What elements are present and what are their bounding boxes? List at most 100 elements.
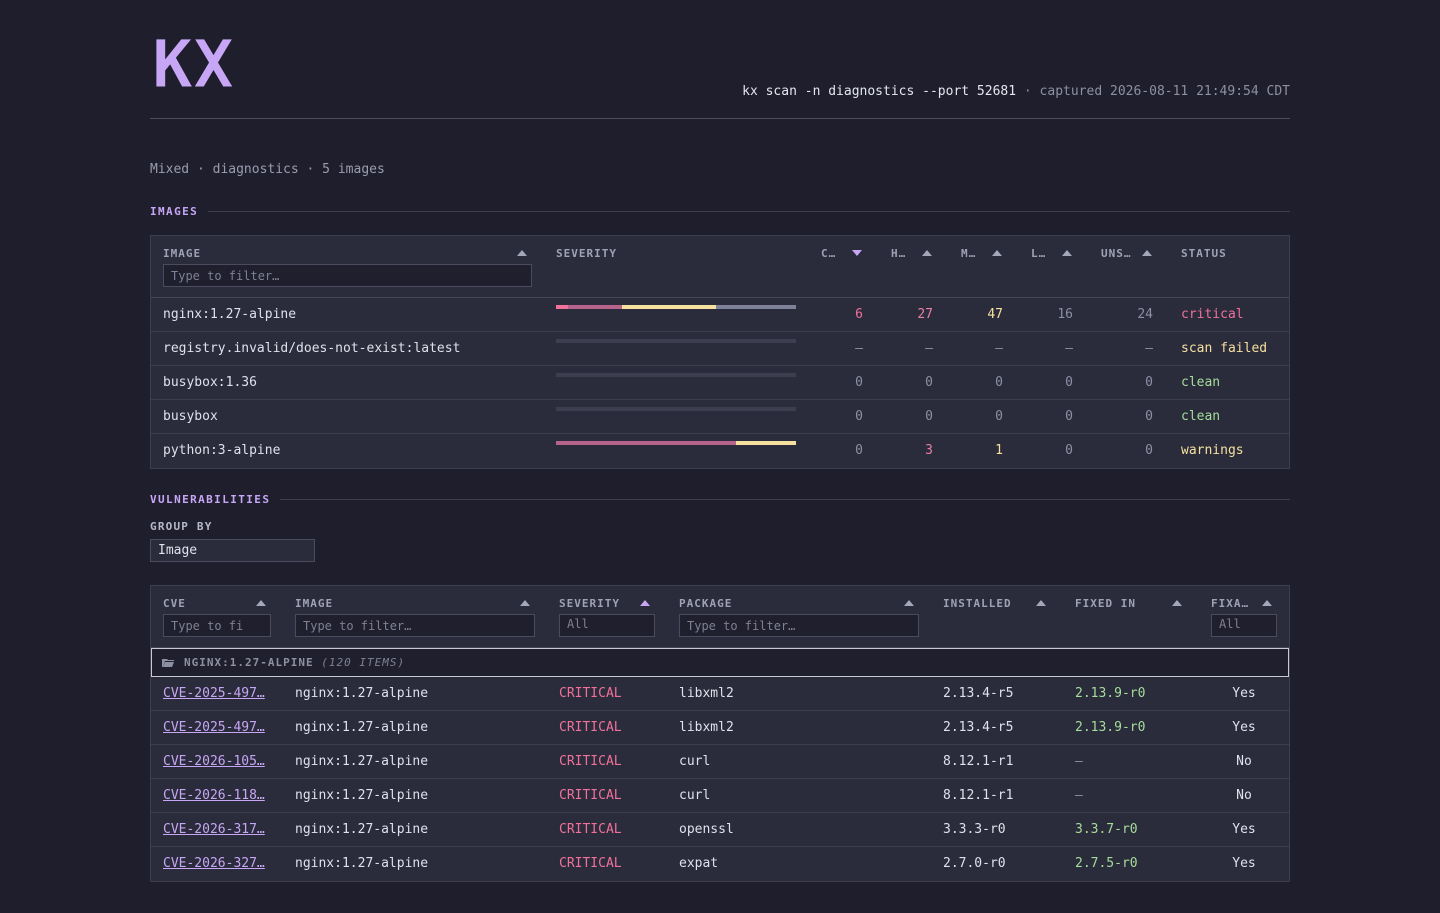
cve-link[interactable]: CVE-2025-497… [163,686,265,701]
col-image-header[interactable]: IMAGE [163,247,202,260]
severity-bar [556,339,796,343]
col-unspecified-header[interactable]: UNS… [1101,247,1132,260]
sort-up-icon[interactable] [256,600,266,606]
group-by-select[interactable]: Image [150,539,315,562]
image-row[interactable]: busybox 0 0 0 0 0 clean [151,400,1289,434]
vuln-severity: CRITICAL [559,856,622,871]
vuln-image: nginx:1.27-alpine [295,720,429,735]
installed-version: 8.12.1-r1 [943,754,1014,769]
images-title-text: IMAGES [150,205,199,218]
count-critical: 0 [855,409,863,424]
image-row[interactable]: nginx:1.27-alpine 6 27 47 16 24 critical [151,298,1289,332]
image-row[interactable]: registry.invalid/does-not-exist:latest – –… [151,332,1289,366]
col-high-header[interactable]: H… [891,247,907,260]
group-header-row[interactable]: NGINX:1.27-ALPINE (120 ITEMS) [151,648,1289,677]
installed-version: 2.13.4-r5 [943,720,1014,735]
sort-up-icon[interactable] [520,600,530,606]
col-fixable-header[interactable]: FIXA… [1211,597,1250,610]
col-package-header[interactable]: PACKAGE [679,597,733,610]
status-label: scan failed [1181,341,1268,356]
severity-bar-segment [622,305,716,309]
sort-up-icon[interactable] [640,600,650,606]
vuln-severity: CRITICAL [559,720,622,735]
sort-up-icon[interactable] [922,250,932,256]
cve-filter-input[interactable] [163,614,271,637]
sort-up-icon[interactable] [992,250,1002,256]
count-low: 0 [1065,409,1073,424]
vuln-package: openssl [679,822,734,837]
package-filter-input[interactable] [679,614,919,637]
image-name: busybox [163,409,218,424]
count-medium: – [995,341,1003,356]
cve-link[interactable]: CVE-2026-105… [163,754,265,769]
col-low-header[interactable]: L… [1031,247,1047,260]
vulnerability-row[interactable]: CVE-2025-497… nginx:1.27-alpine CRITICAL li… [151,711,1289,745]
sort-up-icon[interactable] [1172,600,1182,606]
vulnerability-row[interactable]: CVE-2026-105… nginx:1.27-alpine CRITICAL cu… [151,745,1289,779]
col-fixed-in-header[interactable]: FIXED IN [1075,597,1136,610]
severity-bar [556,407,796,411]
image-filter-input[interactable] [163,264,532,287]
cve-link[interactable]: CVE-2026-118… [163,788,265,803]
severity-bar [556,373,796,377]
col-critical-header[interactable]: C… [821,247,837,260]
sort-up-icon[interactable] [1062,250,1072,256]
col-cve-header[interactable]: CVE [163,597,186,610]
count-medium: 0 [995,375,1003,390]
vuln-severity: CRITICAL [559,788,622,803]
count-high: – [925,341,933,356]
vuln-image: nginx:1.27-alpine [295,788,429,803]
sort-up-icon[interactable] [517,250,527,256]
count-unspecified: – [1145,341,1153,356]
col-severity-header[interactable]: SEVERITY [559,597,620,610]
vulnerability-row[interactable]: CVE-2026-317… nginx:1.27-alpine CRITICAL op… [151,813,1289,847]
vulnerability-row[interactable]: CVE-2026-327… nginx:1.27-alpine CRITICAL ex… [151,847,1289,881]
installed-version: 2.13.4-r5 [943,686,1014,701]
vuln-package: curl [679,788,711,803]
cve-link[interactable]: CVE-2026-317… [163,822,265,837]
severity-bar-segment [568,305,622,309]
col-medium-header[interactable]: M… [961,247,977,260]
count-critical: 6 [855,307,863,322]
fixable-value: Yes [1232,720,1256,735]
status-label: clean [1181,375,1221,390]
group-title: NGINX:1.27-ALPINE (120 ITEMS) [184,656,405,669]
cve-link[interactable]: CVE-2026-327… [163,856,265,871]
vulnerability-row[interactable]: CVE-2025-497… nginx:1.27-alpine CRITICAL li… [151,677,1289,711]
cve-link[interactable]: CVE-2025-497… [163,720,265,735]
severity-bar-segment [556,441,736,445]
count-high: 0 [925,409,933,424]
fixed-version: 2.13.9-r0 [1075,720,1146,735]
image-row[interactable]: python:3-alpine 0 3 1 0 0 warnings [151,434,1289,468]
severity-bar [556,305,796,309]
vulnerability-row[interactable]: CVE-2026-118… nginx:1.27-alpine CRITICAL cu… [151,779,1289,813]
count-low: – [1065,341,1073,356]
sort-up-icon[interactable] [1142,250,1152,256]
image-name: nginx:1.27-alpine [163,307,297,322]
fixable-select[interactable]: All [1211,614,1277,637]
vuln-severity: CRITICAL [559,686,622,701]
vuln-image: nginx:1.27-alpine [295,822,429,837]
folder-open-icon [162,659,174,667]
vuln-package: curl [679,754,711,769]
vulnerabilities-table-header: CVE IMAGE SEVERITY All PACKAGE INSTALLED… [151,586,1289,648]
severity-select[interactable]: All [559,614,655,637]
installed-version: 8.12.1-r1 [943,788,1014,803]
sort-up-icon[interactable] [904,600,914,606]
col-image-header[interactable]: IMAGE [295,597,334,610]
sort-up-icon[interactable] [1036,600,1046,606]
col-installed-header[interactable]: INSTALLED [943,597,1012,610]
severity-bar [556,441,796,445]
fixable-value: Yes [1232,822,1256,837]
count-unspecified: 0 [1145,409,1153,424]
fixable-value: Yes [1232,856,1256,871]
count-critical: – [855,341,863,356]
sort-up-icon[interactable] [1262,600,1272,606]
captured-text: captured 2026-08-11 21:49:54 CDT [1039,84,1290,99]
vulnerabilities-title-text: VULNERABILITIES [150,493,271,506]
image-filter-input[interactable] [295,614,535,637]
fixable-value: No [1236,754,1252,769]
image-row[interactable]: busybox:1.36 0 0 0 0 0 clean [151,366,1289,400]
sort-down-icon[interactable] [852,250,862,256]
count-low: 0 [1065,443,1073,458]
